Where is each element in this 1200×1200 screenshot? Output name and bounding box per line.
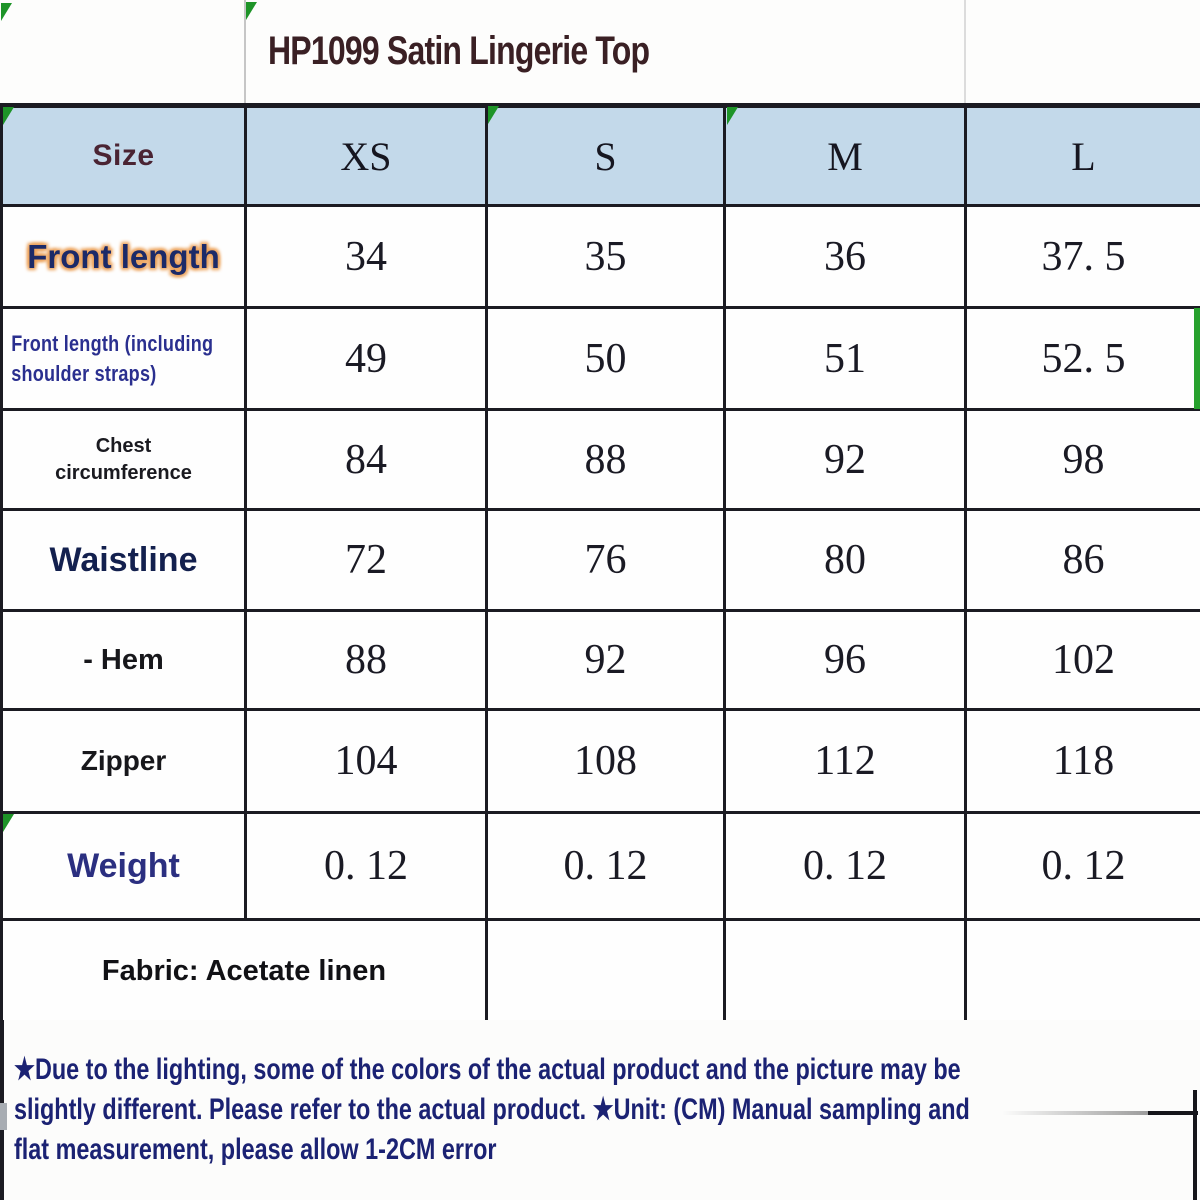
value-cell: 80 xyxy=(723,508,967,612)
excel-error-marker-icon xyxy=(488,106,499,124)
gridline xyxy=(964,0,966,103)
value-cell: 35 xyxy=(485,204,726,309)
value-cell: 88 xyxy=(244,609,488,711)
excel-error-marker-bar-icon xyxy=(1194,308,1200,409)
row-label: Zipper xyxy=(0,708,247,814)
value-cell: 50 xyxy=(485,306,726,411)
value-cell: 98 xyxy=(964,408,1200,511)
value-cell: 49 xyxy=(244,306,488,411)
value-cell: 72 xyxy=(244,508,488,612)
value-cell: 112 xyxy=(723,708,967,814)
header-size-label: Size xyxy=(0,103,247,207)
table-row: Front length 34 35 36 37. 5 xyxy=(0,204,1200,309)
table-row: Waistline 72 76 80 86 xyxy=(0,508,1200,612)
title-cell: HP1099 Satin Lingerie Top xyxy=(244,0,966,103)
column-header-s: S xyxy=(485,103,726,207)
artifact-line xyxy=(1193,1090,1197,1200)
column-header-l: L xyxy=(964,103,1200,207)
value-cell: 102 xyxy=(964,609,1200,711)
excel-error-marker-icon xyxy=(246,2,257,20)
table-row: Front length (including shoulder straps)… xyxy=(0,306,1200,411)
size-table: Size XS S M L Front length 34 35 36 37. … xyxy=(0,103,1200,1024)
value-cell: 92 xyxy=(723,408,967,511)
value-cell: 0. 12 xyxy=(723,811,967,921)
value-cell: 104 xyxy=(244,708,488,814)
value-cell: 96 xyxy=(723,609,967,711)
row-label: Chest circumference xyxy=(0,408,247,511)
excel-error-marker-icon xyxy=(3,107,14,125)
value-cell: 37. 5 xyxy=(964,204,1200,309)
value-cell: 118 xyxy=(964,708,1200,814)
column-header-m: M xyxy=(723,103,967,207)
note-line: flat measurement, please allow 1-2CM err… xyxy=(14,1133,497,1166)
value-cell: 108 xyxy=(485,708,726,814)
note-area: ★Due to the lighting, some of the colors… xyxy=(0,1020,1200,1200)
value-cell: 0. 12 xyxy=(964,811,1200,921)
title-row: HP1099 Satin Lingerie Top xyxy=(0,0,1200,103)
artifact-line xyxy=(1148,1111,1198,1115)
page-title: HP1099 Satin Lingerie Top xyxy=(268,29,650,73)
table-row: Weight 0. 12 0. 12 0. 12 0. 12 xyxy=(0,811,1200,921)
value-cell: 34 xyxy=(244,204,488,309)
row-label: Waistline xyxy=(0,508,247,612)
empty-cell xyxy=(964,918,1200,1024)
value-cell: 0. 12 xyxy=(485,811,726,921)
disclaimer-text: ★Due to the lighting, some of the colors… xyxy=(14,1050,1184,1170)
row-label: Front length xyxy=(0,204,247,309)
empty-cell xyxy=(723,918,967,1024)
row-label: Weight xyxy=(0,811,247,921)
gridline xyxy=(244,0,246,103)
artifact-line xyxy=(1002,1111,1150,1115)
row-label: Front length (including shoulder straps) xyxy=(0,306,247,411)
value-cell: 92 xyxy=(485,609,726,711)
table-row: Zipper 104 108 112 118 xyxy=(0,708,1200,814)
value-cell: 36 xyxy=(723,204,967,309)
value-cell: 88 xyxy=(485,408,726,511)
note-line: slightly different. Please refer to the … xyxy=(14,1093,970,1126)
value-cell: 76 xyxy=(485,508,726,612)
row-label-text: Front length (including shoulder straps) xyxy=(11,330,214,386)
value-cell: 52. 5 xyxy=(964,306,1200,411)
value-cell: 0. 12 xyxy=(244,811,488,921)
excel-error-marker-icon xyxy=(1,3,12,21)
gridline xyxy=(0,1103,7,1130)
value-cell: 51 xyxy=(723,306,967,411)
empty-cell xyxy=(485,918,726,1024)
value-cell: 84 xyxy=(244,408,488,511)
table-row: - Hem 88 92 96 102 xyxy=(0,609,1200,711)
excel-error-marker-icon xyxy=(727,107,738,125)
value-cell: 86 xyxy=(964,508,1200,612)
fabric-row: Fabric: Acetate linen xyxy=(0,918,1200,1024)
header-row: Size XS S M L xyxy=(0,103,1200,207)
excel-error-marker-icon xyxy=(3,814,14,832)
table-row: Chest circumference 84 88 92 98 xyxy=(0,408,1200,511)
note-line: ★Due to the lighting, some of the colors… xyxy=(14,1053,961,1086)
row-label-text: Chest circumference xyxy=(55,434,192,484)
fabric-label: Fabric: Acetate linen xyxy=(0,918,488,1024)
column-header-xs: XS xyxy=(244,103,488,207)
row-label: - Hem xyxy=(0,609,247,711)
